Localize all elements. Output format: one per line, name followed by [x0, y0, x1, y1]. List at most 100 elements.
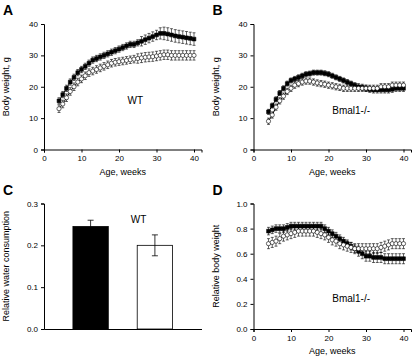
error-bar: [365, 85, 368, 91]
error-bar: [372, 244, 375, 254]
marker: [91, 58, 95, 62]
tick-mark: [41, 24, 44, 25]
marker: [57, 107, 61, 111]
tick-label: 10: [78, 154, 87, 163]
marker: [398, 257, 402, 261]
error-bar: [95, 66, 98, 74]
tick-label: 0.2: [27, 241, 39, 250]
marker: [289, 224, 293, 228]
marker: [278, 227, 282, 231]
marker: [289, 86, 293, 90]
y-axis: 0.00.10.20.3: [27, 200, 45, 335]
error-bar: [140, 53, 143, 62]
error-bar: [163, 27, 166, 40]
marker: [401, 83, 405, 87]
marker: [401, 242, 405, 246]
tick: 30: [362, 329, 371, 343]
series: [267, 222, 406, 263]
plot-area: [266, 222, 405, 263]
error-bar: [395, 239, 398, 249]
error-bar: [69, 79, 72, 85]
error-bar: [323, 81, 326, 87]
marker: [80, 68, 84, 72]
tick-label: 0.2: [236, 300, 248, 309]
error-bar: [331, 73, 334, 78]
error-bar: [118, 58, 121, 66]
x-axis: 010203040: [252, 329, 412, 343]
error-bar: [376, 85, 379, 91]
error-bar: [316, 227, 319, 237]
tick-mark: [251, 304, 254, 305]
error-bar: [372, 85, 375, 91]
tick-label: 10: [239, 114, 248, 123]
marker: [128, 43, 132, 47]
error-bar: [346, 80, 349, 85]
tick-label: 0.0: [236, 325, 248, 334]
annotation: WT: [128, 95, 144, 106]
bars: [73, 220, 173, 329]
error-bar: [99, 54, 102, 60]
tick-label: 20: [239, 83, 248, 92]
marker: [76, 80, 80, 84]
error-bar: [166, 50, 169, 59]
line: [59, 55, 194, 109]
error-bar: [290, 78, 293, 83]
x-axis: 010203040: [252, 150, 412, 164]
marker: [387, 257, 391, 261]
marker: [274, 97, 278, 101]
error-bar: [125, 43, 128, 49]
error-bar: [395, 82, 398, 88]
error-bar: [170, 29, 173, 42]
tick-mark: [404, 150, 405, 153]
panel: 010203040010203040Age, weeksBody weight,…: [1, 2, 202, 177]
tick-mark: [41, 329, 44, 330]
error-bar: [73, 83, 76, 91]
error-bar: [353, 85, 356, 91]
error-bar: [297, 80, 300, 86]
panel-title: B: [213, 2, 223, 18]
error-bar: [368, 85, 371, 91]
marker: [383, 257, 387, 261]
x-axis: [45, 329, 203, 330]
marker: [334, 75, 338, 79]
error-bar: [181, 31, 184, 44]
tick-label: 10: [287, 334, 296, 343]
tick-label: 0: [252, 154, 257, 163]
marker: [364, 254, 368, 258]
error-bar: [380, 242, 383, 252]
marker: [402, 257, 406, 261]
error-bar: [293, 227, 296, 237]
error-bar: [271, 237, 274, 247]
error-bar: [320, 70, 323, 75]
error-bar: [267, 109, 270, 114]
error-bar: [323, 71, 326, 76]
error-bar: [159, 28, 162, 39]
marker: [304, 72, 308, 76]
annotation: Bmal1-/-: [332, 105, 370, 116]
marker: [192, 53, 196, 57]
marker: [379, 256, 383, 260]
marker: [72, 85, 76, 89]
tick: 0.2: [27, 241, 44, 250]
marker: [274, 239, 278, 243]
tick: 40: [29, 20, 44, 29]
tick-mark: [119, 150, 120, 153]
error-bar: [286, 81, 289, 86]
x-axis-label: Age, weeks: [309, 167, 356, 177]
tick-label: 40: [400, 154, 409, 163]
tick: 20: [325, 150, 334, 164]
tick-mark: [41, 287, 44, 288]
tick-label: 10: [287, 154, 296, 163]
tick-label: 0: [252, 334, 257, 343]
error-bar: [76, 78, 79, 86]
error-bar: [95, 55, 98, 61]
marker: [390, 257, 394, 261]
tick-label: 0.4: [236, 275, 248, 284]
error-bar: [278, 234, 281, 244]
y-axis: 010203040: [29, 20, 44, 155]
tick-mark: [254, 329, 255, 332]
marker: [270, 113, 274, 117]
panel: 0.00.20.40.60.81.0010203040Age, weeksRel…: [211, 182, 412, 357]
tick: 0.4: [236, 275, 253, 284]
tick: 10: [287, 329, 296, 343]
